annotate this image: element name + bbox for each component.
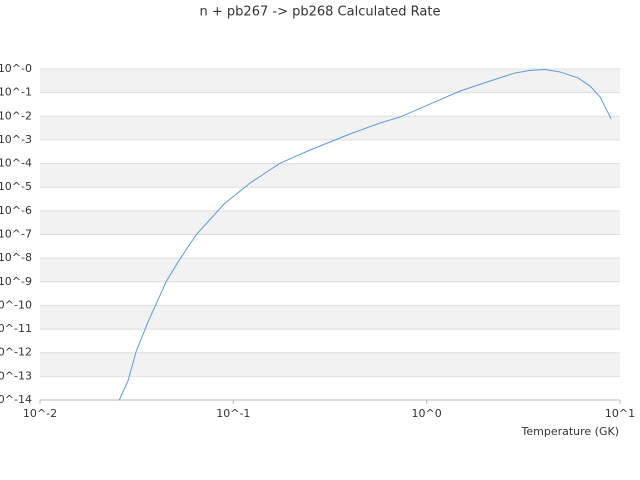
- x-tick-label: 10^-2: [23, 407, 57, 420]
- y-tick-label: 10^-3: [0, 133, 32, 146]
- y-tick-label: 10^-14: [0, 393, 32, 406]
- grid-band: [40, 163, 620, 188]
- grid-band: [40, 329, 620, 353]
- y-tick-label: 10^-6: [0, 204, 32, 217]
- y-tick-label: 10^-2: [0, 109, 32, 122]
- y-tick-label: 10^-0: [0, 62, 32, 75]
- y-tick-label: 10^-10: [0, 298, 32, 311]
- chart-title: n + pb267 -> pb268 Calculated Rate: [200, 5, 441, 20]
- grid-band: [40, 139, 620, 164]
- y-tick-label: 10^-1: [0, 86, 32, 99]
- y-tick-label: 10^-9: [0, 275, 32, 288]
- grid-band: [40, 187, 620, 211]
- x-tick-label: 10^-1: [216, 407, 250, 420]
- series-line: [118, 69, 612, 401]
- grid-band: [40, 69, 620, 93]
- y-tick-label: 10^-8: [0, 251, 32, 264]
- grid-band: [40, 234, 620, 259]
- x-tick-label: 10^1: [605, 407, 635, 420]
- y-tick-label: 10^-12: [0, 346, 32, 359]
- x-axis-label: Temperature (GK): [521, 425, 620, 438]
- y-tick-label: 10^-5: [0, 180, 32, 193]
- grid-band: [40, 352, 620, 377]
- x-tick-label: 10^0: [412, 407, 442, 420]
- y-tick-label: 10^-11: [0, 322, 32, 335]
- grid-band: [40, 92, 620, 117]
- grid-band: [40, 305, 620, 330]
- y-tick-label: 10^-13: [0, 369, 32, 382]
- grid-band: [40, 376, 620, 400]
- grid-band: [40, 281, 620, 306]
- grid-band: [40, 210, 620, 235]
- y-tick-label: 10^-7: [0, 228, 32, 241]
- grid-band: [40, 116, 620, 140]
- y-tick-label: 10^-4: [0, 157, 32, 170]
- grid-band: [40, 258, 620, 282]
